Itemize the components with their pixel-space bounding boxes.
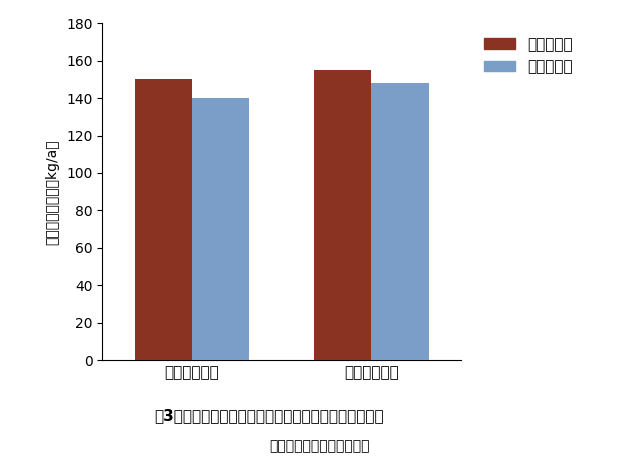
- Bar: [371, 83, 429, 360]
- Bar: [134, 79, 192, 360]
- Bar: [192, 98, 250, 360]
- Y-axis label: 黄熟期全举物重（kg/a）: 黄熟期全举物重（kg/a）: [45, 139, 60, 244]
- Text: 図3　黄熟期における「べこげんき」の地上部举物収量: 図3 黄熟期における「べこげんき」の地上部举物収量: [154, 408, 383, 423]
- Legend: べこげんき, べこごのみ: べこげんき, べこごのみ: [478, 31, 579, 80]
- Bar: [314, 70, 371, 360]
- Text: （栄培地　秋田県大仙市）: （栄培地 秋田県大仙市）: [269, 439, 371, 453]
